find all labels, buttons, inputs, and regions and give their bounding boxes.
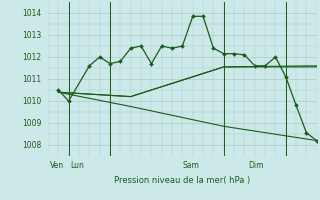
Text: Sam: Sam [182,161,199,170]
Text: Pression niveau de la mer( hPa ): Pression niveau de la mer( hPa ) [114,176,251,185]
Text: Ven: Ven [50,161,64,170]
Text: Lun: Lun [71,161,84,170]
Text: Dim: Dim [249,161,264,170]
